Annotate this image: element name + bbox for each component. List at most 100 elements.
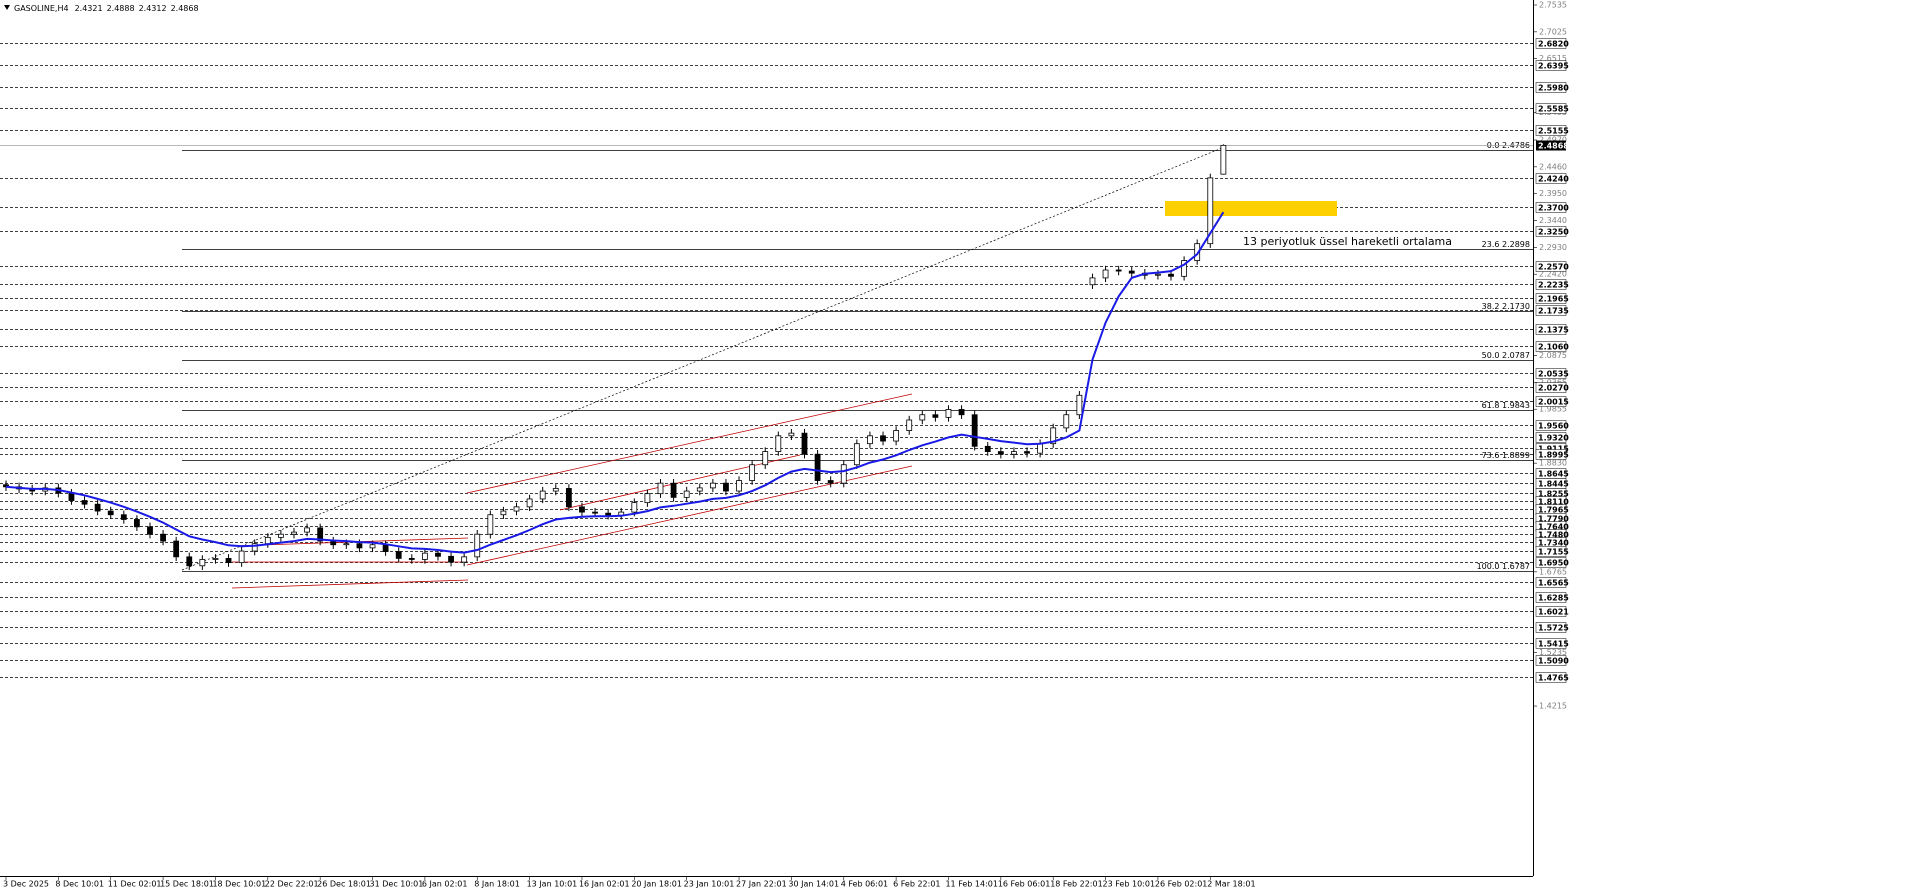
x-tick-label: 16 Jan 02:01 xyxy=(579,880,630,889)
candle-body xyxy=(1181,260,1187,277)
level-label-box xyxy=(1535,449,1567,460)
candle-body xyxy=(120,514,127,520)
candle-body xyxy=(814,453,821,481)
x-tick-label: 11 Feb 14:01 xyxy=(945,880,997,889)
level-label: 1.5090 xyxy=(1538,657,1569,666)
level-label: 1.9320 xyxy=(1538,434,1569,443)
x-tick-label: 15 Dec 18:01 xyxy=(160,880,214,889)
candle-body xyxy=(330,540,337,546)
y-tick-label: 2.4460 xyxy=(1539,162,1567,171)
level-label-box xyxy=(1535,622,1567,633)
level-label: 2.0015 xyxy=(1538,398,1569,407)
level-label-box xyxy=(1535,606,1567,617)
x-tick-label: 22 Dec 22:01 xyxy=(265,880,319,889)
candle-body xyxy=(277,533,284,538)
candle-body xyxy=(199,559,206,567)
level-label-box xyxy=(1535,173,1567,184)
fibo-label: 38.2 2.1730 xyxy=(1482,302,1530,311)
candle-body xyxy=(291,531,297,535)
candle-body xyxy=(919,414,926,421)
x-tick-label: 4 Feb 06:01 xyxy=(841,880,888,889)
level-label-box xyxy=(1535,279,1567,290)
ema-line xyxy=(5,211,1225,554)
x-tick-label: 23 Jan 10:01 xyxy=(684,880,735,889)
level-label: 1.8995 xyxy=(1538,451,1569,460)
candle-body xyxy=(552,488,559,492)
candle-body xyxy=(539,490,546,500)
candle-body xyxy=(945,409,952,418)
candle-body xyxy=(212,558,219,560)
level-label: 1.7155 xyxy=(1538,548,1569,557)
level-label: 1.8445 xyxy=(1538,480,1569,489)
y-tick-label: 2.6515 xyxy=(1539,54,1567,63)
candle-body xyxy=(408,558,415,560)
level-label: 1.7340 xyxy=(1538,539,1569,548)
level-label-box xyxy=(1535,382,1567,393)
level-label-box xyxy=(1535,38,1567,49)
header-close: 2.4868 xyxy=(171,4,199,13)
candle-body xyxy=(827,480,834,484)
candle-body xyxy=(1011,451,1017,455)
y-tick-label: 2.0875 xyxy=(1539,351,1567,360)
level-label: 1.7965 xyxy=(1538,506,1569,515)
level-label-box xyxy=(1535,125,1567,136)
x-tick-label: 31 Dec 10:01 xyxy=(370,880,424,889)
x-tick-label: 3 Dec 2025 xyxy=(3,880,49,889)
candle-body xyxy=(1063,414,1070,429)
level-label: 2.6395 xyxy=(1538,62,1569,71)
level-label-box xyxy=(1535,60,1567,71)
y-tick-label: 1.8830 xyxy=(1539,459,1567,468)
x-tick-label: 18 Dec 10:01 xyxy=(212,880,266,889)
candle-body xyxy=(1050,427,1057,445)
candle-body xyxy=(801,432,808,455)
level-label: 2.1965 xyxy=(1538,295,1569,304)
candle-body xyxy=(382,544,389,552)
x-tick-label: 27 Jan 22:01 xyxy=(736,880,787,889)
candle-body xyxy=(592,511,598,514)
candle-body xyxy=(356,543,363,549)
level-label: 2.5155 xyxy=(1538,127,1569,136)
x-tick-label: 26 Dec 18:01 xyxy=(317,880,371,889)
header-open: 2.4321 xyxy=(75,4,103,13)
y-tick-label: 1.6765 xyxy=(1539,567,1567,576)
level-label-box xyxy=(1535,324,1567,335)
candle-body xyxy=(238,550,245,564)
level-label: 1.9115 xyxy=(1538,445,1569,454)
fibo-label: 61.8 1.9843 xyxy=(1482,401,1530,410)
menu-triangle xyxy=(4,5,10,10)
candle-body xyxy=(133,519,140,528)
level-label-box xyxy=(1535,261,1567,272)
y-tick-label: 2.3440 xyxy=(1539,216,1567,225)
candle-body xyxy=(173,540,180,558)
candle-body xyxy=(186,556,193,567)
level-label: 1.6021 xyxy=(1538,608,1569,617)
candle-body xyxy=(526,498,533,508)
level-label: 1.6950 xyxy=(1538,559,1569,568)
chart-header: GASOLINE,H4 2.4321 2.4888 2.4312 2.4868 xyxy=(14,4,199,13)
level-label: 2.1060 xyxy=(1538,343,1569,352)
candle-body xyxy=(906,419,913,431)
level-label: 2.0535 xyxy=(1538,370,1569,379)
x-tick-label: 13 Jan 10:01 xyxy=(527,880,578,889)
channel-line xyxy=(466,465,913,566)
candle-body xyxy=(984,445,991,452)
level-label-box xyxy=(1535,592,1567,603)
level-label-box xyxy=(1535,655,1567,666)
candle-body xyxy=(788,432,795,437)
candle-body xyxy=(500,510,507,516)
level-label-box xyxy=(1535,341,1567,352)
candle-body xyxy=(971,414,978,447)
candles-layer xyxy=(3,144,1227,570)
level-label-box xyxy=(1535,420,1567,431)
candle-body xyxy=(421,552,428,560)
level-label: 2.3250 xyxy=(1538,228,1569,237)
level-label: 1.4765 xyxy=(1538,674,1569,683)
x-tick-label: 18 Feb 22:01 xyxy=(1050,880,1102,889)
candle-body xyxy=(1037,443,1044,454)
candle-body xyxy=(448,555,454,563)
candle-body xyxy=(487,514,494,535)
candle-body xyxy=(107,510,114,516)
candle-body xyxy=(840,464,847,484)
fibo-trend-line xyxy=(181,147,1223,571)
